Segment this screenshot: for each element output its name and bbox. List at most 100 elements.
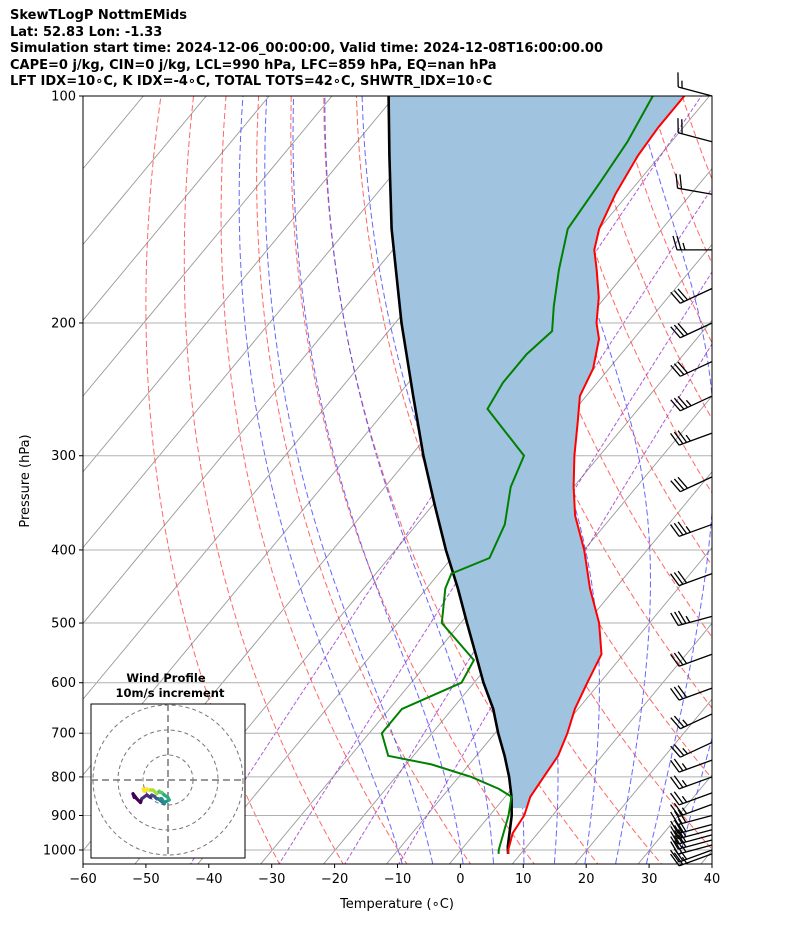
wind-barb-full-flag <box>673 478 685 491</box>
wind-barb-full-flag <box>673 775 684 788</box>
wind-barb-full-flag <box>670 831 679 845</box>
wind-barb-full-flag <box>673 715 685 728</box>
wind-barb-half-flag <box>681 795 688 803</box>
profile-lines <box>380 96 686 854</box>
wind-barb-half-flag <box>685 399 692 407</box>
dry-adiabat-line <box>704 62 794 882</box>
chart-title: SkewTLogP NottmEMids <box>10 8 188 23</box>
wind-barb-full-flag <box>674 824 683 839</box>
wind-barb-half-flag <box>682 242 686 251</box>
wind-barb-full-flag <box>677 361 689 374</box>
isotherm-line <box>83 96 333 397</box>
temperature-profile-line <box>507 96 686 854</box>
wind-barb-shaft <box>678 523 713 538</box>
wind-barb <box>670 570 713 587</box>
wind-barb-shaft <box>678 829 713 840</box>
wind-barb-half-flag <box>681 807 688 815</box>
dry-adiabat-line <box>290 96 535 864</box>
wind-barb <box>670 521 713 538</box>
dry-adiabat-line <box>551 96 712 494</box>
wind-barb-full-flag <box>673 758 684 772</box>
y-axis-label: Pressure (hPa) <box>18 434 33 527</box>
wind-barb-full-flag <box>672 235 678 251</box>
x-tick-label: 0 <box>456 872 464 887</box>
wind-barb-full-flag <box>673 686 684 700</box>
dewpoint-profile-line <box>380 96 654 854</box>
wind-barb-shaft <box>678 759 713 773</box>
moist-adiabat-line <box>324 96 494 864</box>
x-axis-label: Temperature (∘C) <box>339 897 454 912</box>
wind-barb-shaft <box>678 86 713 97</box>
moist-adiabat-line <box>264 96 434 864</box>
wind-barb-full-flag <box>674 835 683 849</box>
y-tick-label: 800 <box>51 770 76 785</box>
wind-barb-shaft <box>678 132 713 143</box>
y-tick-label: 200 <box>51 316 76 331</box>
wind-barb-full-flag <box>670 792 680 806</box>
wind-barb-full-flag <box>670 399 681 412</box>
wind-barb-full-flag <box>670 776 680 790</box>
wind-barb-full-flag <box>679 174 683 189</box>
x-tick-label: 10 <box>515 872 532 887</box>
wind-barb-half-flag <box>681 845 687 853</box>
time-line: Simulation start time: 2024-12-06_00:00:… <box>10 41 603 56</box>
wind-barb-shaft <box>678 853 713 867</box>
dry-adiabat-line <box>355 96 663 864</box>
wind-barb-shaft <box>678 687 713 701</box>
wind-barb <box>670 476 713 493</box>
wind-barb <box>670 802 713 817</box>
moist-adiabat-line <box>634 96 712 864</box>
wind-barb-full-flag <box>677 288 689 301</box>
wind-barb <box>670 395 713 412</box>
isotherm-line <box>511 622 712 864</box>
wind-barb-full-flag <box>673 744 685 756</box>
wind-barb-shaft <box>680 322 713 339</box>
x-tick-label: −20 <box>321 872 348 887</box>
y-tick-label: 400 <box>51 543 76 558</box>
x-tick-label: 20 <box>578 872 595 887</box>
wind-barb-full-flag <box>673 290 685 303</box>
y-tick-label: 500 <box>51 617 76 632</box>
wind-barb-half-flag <box>681 779 688 787</box>
wind-barb-half-flag <box>681 852 688 860</box>
wind-barb-half-flag <box>685 615 691 623</box>
wind-barb <box>670 758 713 773</box>
moist-adiabat-line <box>292 96 464 864</box>
wind-barb-shaft <box>680 287 713 304</box>
x-tick-label: −60 <box>69 872 96 887</box>
parcel-profile-line <box>387 96 514 854</box>
mixing-ratio-line <box>344 271 712 864</box>
wind-barb-full-flag <box>670 825 679 840</box>
wind-barb <box>670 741 713 758</box>
wind-barb-full-flag <box>674 611 683 625</box>
wind-barb-full-flag <box>677 476 689 489</box>
wind-barb <box>670 360 713 377</box>
wind-barb <box>670 852 713 867</box>
wind-barb-shaft <box>680 476 713 493</box>
wind-barb <box>675 173 713 195</box>
wind-barb-shaft <box>678 432 713 446</box>
wind-barb-full-flag <box>674 840 683 854</box>
wind-barb <box>670 834 713 850</box>
wind-barb-shaft <box>678 653 713 667</box>
cape-line: CAPE=0 j/kg, CIN=0 j/kg, LCL=990 hPa, LF… <box>10 57 497 73</box>
wind-barb-full-flag <box>677 610 687 624</box>
wind-barb-full-flag <box>677 570 688 584</box>
x-tick-label: −30 <box>258 872 285 887</box>
wind-barb-full-flag <box>670 841 679 855</box>
wind-barb <box>670 610 713 627</box>
wind-barb-full-flag <box>670 836 679 850</box>
wind-barb-full-flag <box>673 431 684 445</box>
x-tick-label: −10 <box>384 872 411 887</box>
dry-adiabat-line <box>220 96 408 864</box>
wind-barb-shaft <box>677 187 713 195</box>
isotherm-line <box>83 96 459 549</box>
wind-barb-full-flag <box>673 572 684 585</box>
wind-barb-full-flag <box>670 480 681 493</box>
wind-barb-shaft <box>678 792 713 806</box>
wind-barb <box>670 791 713 806</box>
dry-adiabat-line <box>735 62 794 882</box>
y-tick-label: 1000 <box>43 844 76 859</box>
hodograph-subtitle: 10m/s increment <box>116 686 225 700</box>
